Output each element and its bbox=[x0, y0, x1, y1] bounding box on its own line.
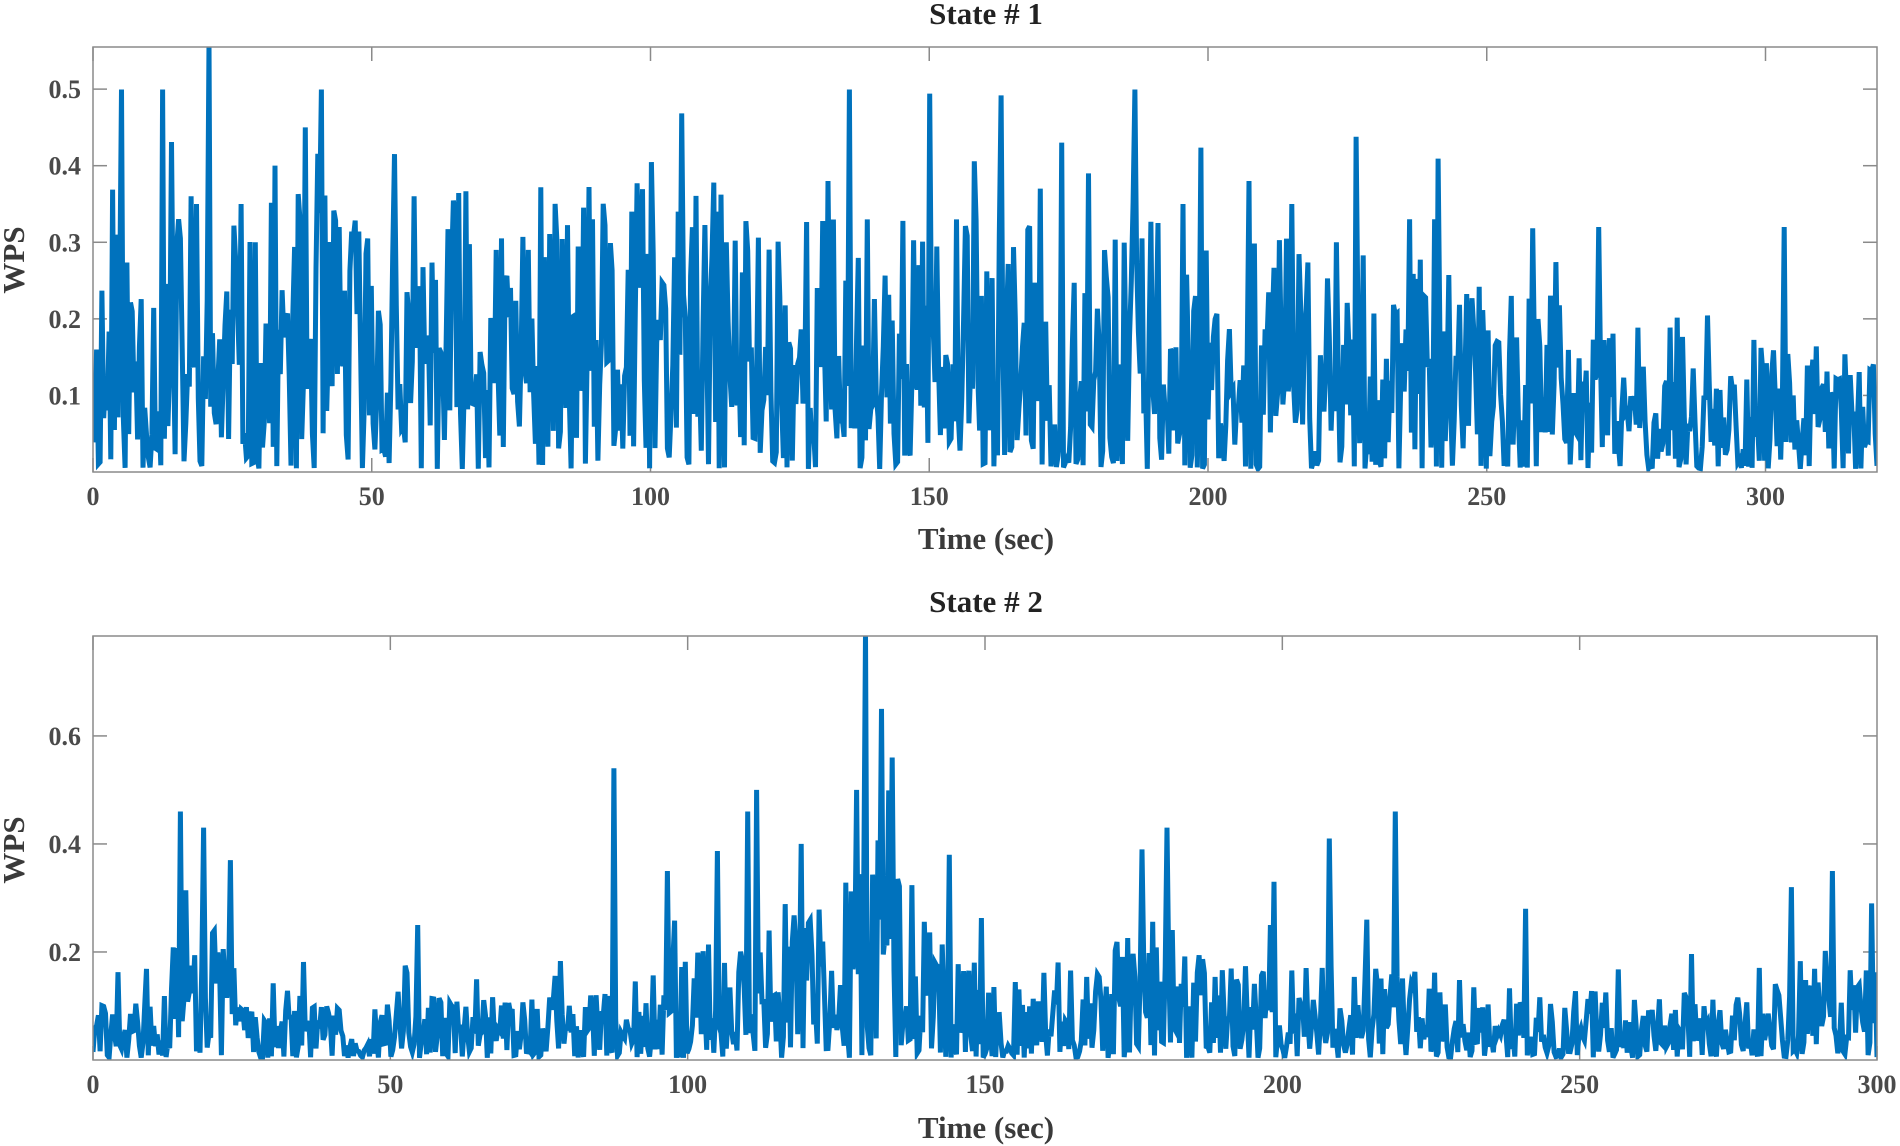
y-axis-label: WPS bbox=[0, 816, 31, 883]
x-tick-label: 0 bbox=[87, 482, 100, 511]
plot-area bbox=[92, 46, 1878, 473]
x-tick-label: 150 bbox=[966, 1070, 1005, 1099]
x-tick-label: 50 bbox=[359, 482, 385, 511]
plot-area bbox=[92, 635, 1878, 1061]
x-axis-label: Time (sec) bbox=[918, 521, 1054, 556]
x-tick-label: 250 bbox=[1467, 482, 1506, 511]
series-line-wps bbox=[93, 636, 1877, 1060]
x-tick-label: 100 bbox=[668, 1070, 707, 1099]
x-axis-label: Time (sec) bbox=[918, 1110, 1054, 1145]
x-tick-label: 200 bbox=[1263, 1070, 1302, 1099]
series-line-wps bbox=[93, 47, 1877, 472]
y-tick-label: 0.5 bbox=[49, 75, 82, 104]
y-tick-label: 0.2 bbox=[49, 305, 82, 334]
chart-title: State # 2 bbox=[929, 584, 1043, 619]
x-tick-label: 50 bbox=[377, 1070, 403, 1099]
x-tick-label: 0 bbox=[87, 1070, 100, 1099]
y-tick-label: 0.4 bbox=[49, 830, 82, 859]
x-tick-label: 300 bbox=[1746, 482, 1785, 511]
chart-state-1: State # 1 WPS Time (sec) 0 50 100 150 200 250… bbox=[0, 0, 1878, 556]
x-tick-label: 100 bbox=[631, 482, 670, 511]
x-tick-label: 200 bbox=[1189, 482, 1228, 511]
x-tick-label: 150 bbox=[910, 482, 949, 511]
y-tick-label: 0.4 bbox=[49, 152, 82, 181]
chart-state-2: State # 2 WPS Time (sec) 0 50 100 150 200 250… bbox=[0, 584, 1897, 1145]
y-tick-label: 0.6 bbox=[49, 722, 82, 751]
y-tick-label: 0.3 bbox=[49, 228, 82, 257]
y-axis-label: WPS bbox=[0, 226, 31, 293]
y-tick-label: 0.2 bbox=[49, 938, 82, 967]
tick-group: 0 50 100 150 200 250 300 0.1 0.2 0.3 0.4 0.5 bbox=[49, 47, 1877, 511]
x-tick-label: 300 bbox=[1858, 1070, 1897, 1099]
y-tick-label: 0.1 bbox=[49, 381, 82, 410]
chart-title: State # 1 bbox=[929, 0, 1043, 31]
x-tick-label: 250 bbox=[1560, 1070, 1599, 1099]
